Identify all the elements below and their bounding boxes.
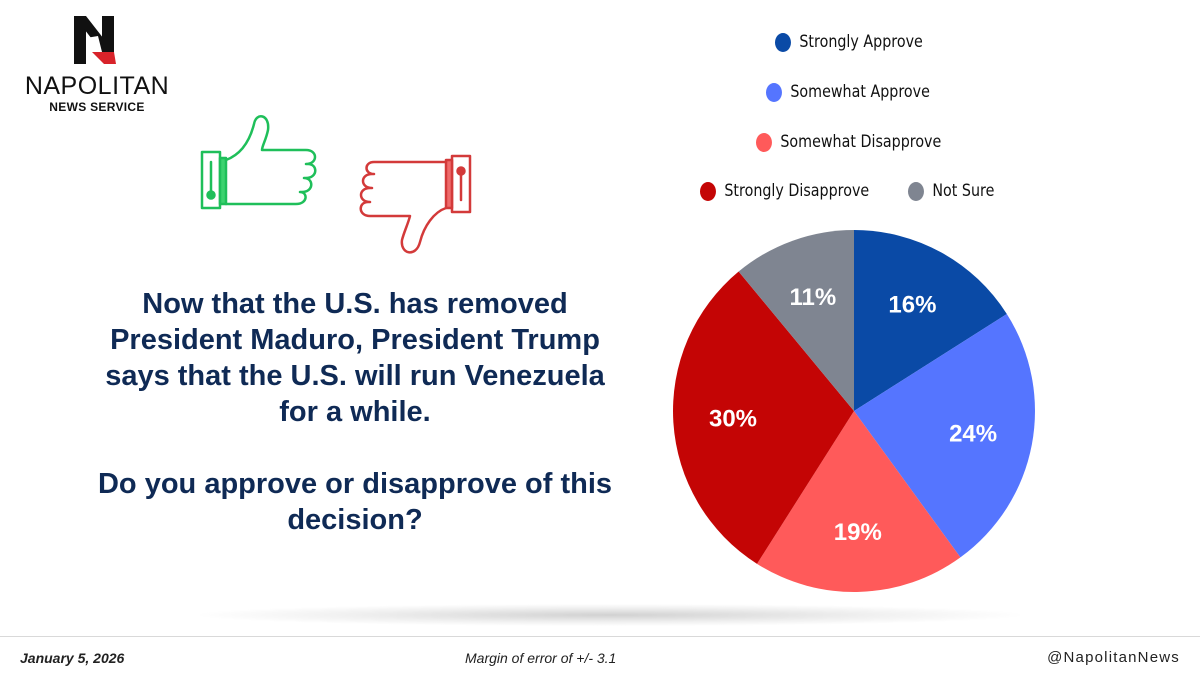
legend-swatch — [775, 32, 791, 52]
legend-swatch — [700, 181, 716, 201]
pie-chart: 16% 24% 19% 30% 11% — [673, 230, 1035, 592]
pie-slice-strongly-approve — [854, 230, 1007, 411]
legend-label: Somewhat Disapprove — [780, 132, 942, 152]
footer-date: January 5, 2026 — [20, 650, 125, 666]
pie-slice-strongly-disapprove — [673, 271, 854, 564]
thumbs-down-icon — [359, 154, 472, 254]
legend-label: Somewhat Approve — [790, 82, 930, 102]
pie-slice-somewhat-approve — [854, 314, 1035, 558]
legend-label: Strongly Disapprove — [724, 181, 870, 201]
pie-data-label: 19% — [834, 519, 882, 546]
thumbs-illustration — [200, 115, 472, 254]
chart-shadow — [200, 604, 1020, 626]
question-ask: Do you approve or disapprove of this dec… — [97, 468, 612, 536]
question-statement: Now that the U.S. has removed President … — [105, 288, 605, 428]
napolitan-logo: NAPOLITAN NEWS SERVICE — [22, 12, 172, 114]
footer-margin-of-error: Margin of error of +/- 3.1 — [465, 650, 617, 666]
legend-item-strongly-approve: Strongly Approve — [775, 32, 923, 52]
legend-swatch — [766, 82, 782, 102]
pie-data-label: 11% — [790, 284, 837, 311]
pie-data-label: 30% — [709, 406, 757, 433]
logo-n-mark-icon — [74, 16, 116, 64]
footer-handle: @NapolitanNews — [1047, 649, 1180, 666]
legend-item-strongly-disapprove: Strongly Disapprove — [700, 181, 869, 201]
legend-item-somewhat-approve: Somewhat Approve — [766, 82, 930, 102]
footer-divider — [0, 636, 1200, 637]
pie-slice-not-sure — [738, 230, 854, 411]
thumbs-up-icon — [200, 115, 317, 210]
logo-subtitle: NEWS SERVICE — [49, 100, 145, 114]
legend-item-not-sure: Not Sure — [908, 181, 994, 201]
pie-data-label: 16% — [888, 292, 936, 319]
pie-slice-somewhat-disapprove — [757, 411, 961, 592]
poll-question: Now that the U.S. has removed President … — [90, 286, 620, 538]
legend-label: Strongly Approve — [799, 32, 923, 52]
legend-swatch — [756, 132, 772, 152]
logo-name: NAPOLITAN — [24, 72, 170, 100]
pie-data-label: 24% — [949, 421, 997, 448]
legend-swatch — [908, 181, 924, 201]
legend-item-somewhat-disapprove: Somewhat Disapprove — [756, 132, 941, 152]
legend-label: Not Sure — [932, 181, 995, 201]
